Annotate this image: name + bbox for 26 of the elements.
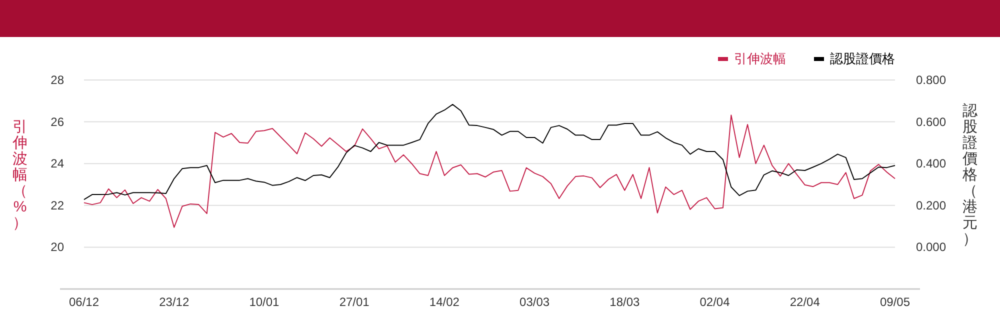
x-tick-label: 02/04 [700, 295, 730, 309]
x-tick-label: 10/01 [249, 295, 280, 309]
y2-tick-label: 0.200 [916, 198, 946, 212]
y-tick-label: 24 [50, 156, 64, 171]
text: 認股證價格（港元） [962, 102, 978, 248]
legend-label: 認股證價格 [830, 50, 895, 68]
x-tick-label: 22/04 [790, 295, 820, 309]
line-series [84, 104, 896, 200]
y-tick-label: 28 [50, 73, 64, 87]
x-tick-label: 18/03 [610, 295, 640, 309]
x-tick-label: 27/01 [339, 295, 370, 309]
legend-label: 引伸波幅 [734, 50, 786, 68]
y-axis-title: 引伸波幅（%） [12, 118, 28, 232]
y2-tick-label: 0.600 [916, 114, 946, 129]
x-tick-label: 03/03 [520, 295, 550, 309]
x-tick-label: 09/05 [880, 295, 910, 309]
y2-tick-label: 0.400 [916, 156, 946, 171]
y2-tick-label: 0.000 [916, 240, 946, 254]
y2-tick-label: 0.800 [916, 73, 946, 87]
line-series [84, 114, 896, 228]
y-tick-label: 20 [50, 240, 64, 254]
y-tick-label: 22 [50, 198, 64, 212]
x-tick-label: 14/02 [429, 295, 460, 309]
x-tick-label: 23/12 [159, 295, 190, 309]
y-tick-label: 26 [50, 114, 64, 129]
x-tick-label: 06/12 [68, 295, 100, 309]
